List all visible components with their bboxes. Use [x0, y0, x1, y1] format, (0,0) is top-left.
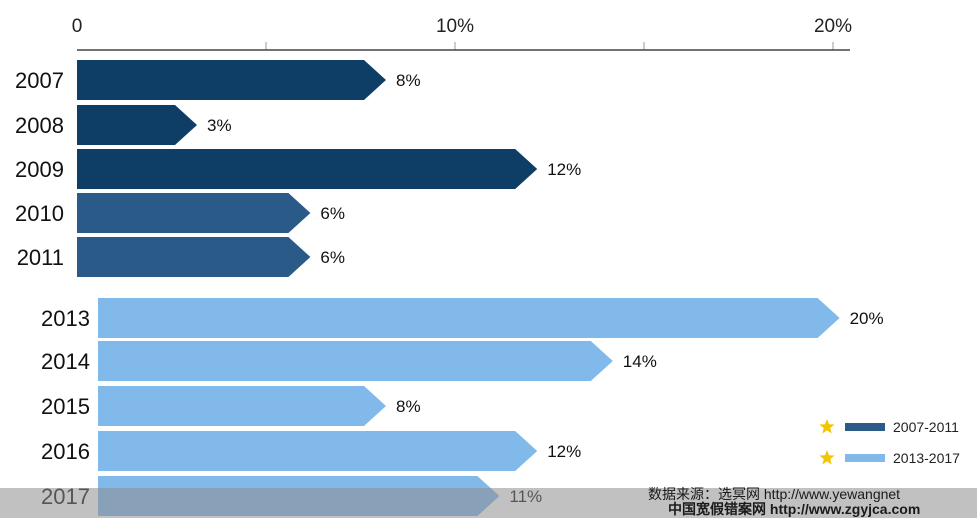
source-footer: 数据来源：选冥网 http://www.yewangnet 中国宽假错案网 ht…: [0, 486, 977, 518]
category-label-2016: 2016: [41, 439, 90, 464]
bar-2016: [98, 431, 538, 471]
legend-label: 2013-2017: [893, 450, 960, 466]
bar-2007: [77, 60, 386, 100]
x-tick-label: 20%: [814, 16, 852, 37]
category-labels: 2007200820092010201120132014201520162017: [15, 68, 90, 509]
legend-swatch: [845, 454, 885, 462]
bar-2013: [98, 298, 840, 338]
bar-2009: [77, 149, 538, 189]
data-label-2007: 8%: [396, 71, 421, 90]
data-label-2009: 12%: [547, 160, 581, 179]
data-label-2016: 12%: [547, 442, 581, 461]
bars-layer: [77, 60, 840, 516]
category-label-2009: 2009: [15, 157, 64, 182]
category-label-2011: 2011: [17, 245, 64, 270]
x-axis-tick-labels: 0 10% 20%: [72, 16, 852, 37]
bar-2015: [98, 386, 386, 426]
category-label-2007: 2007: [15, 68, 64, 93]
star-icon: [819, 450, 835, 465]
data-label-2008: 3%: [207, 116, 232, 135]
data-label-2015: 8%: [396, 397, 421, 416]
bar-2010: [77, 193, 311, 233]
data-label-2010: 6%: [320, 204, 345, 223]
data-labels: 8%3%12%6%6%20%14%8%12%11%: [207, 71, 884, 506]
bar-2014: [98, 341, 613, 381]
x-tick-label: 10%: [436, 16, 474, 37]
source-line-1: 数据来源：选冥网 http://www.yewangnet: [648, 486, 900, 502]
x-tick-label: 0: [72, 16, 83, 37]
grid-layer: [265, 42, 834, 50]
category-label-2010: 2010: [15, 201, 64, 226]
source-strip: [0, 488, 977, 518]
bar-2011: [77, 237, 311, 277]
star-icon: [819, 419, 835, 434]
bar-2008: [77, 105, 197, 145]
data-label-2014: 14%: [623, 352, 657, 371]
category-label-2014: 2014: [41, 349, 90, 374]
legend: 2007-2011 2013-2017: [819, 419, 960, 466]
data-label-2013: 20%: [850, 309, 884, 328]
source-line-2: 中国宽假错案网 http://www.zgyjca.com: [668, 501, 920, 517]
category-label-2008: 2008: [15, 113, 64, 138]
legend-label: 2007-2011: [893, 419, 959, 435]
data-label-2011: 6%: [320, 248, 345, 267]
category-label-2015: 2015: [41, 394, 90, 419]
category-label-2013: 2013: [41, 306, 90, 331]
legend-swatch: [845, 423, 885, 431]
